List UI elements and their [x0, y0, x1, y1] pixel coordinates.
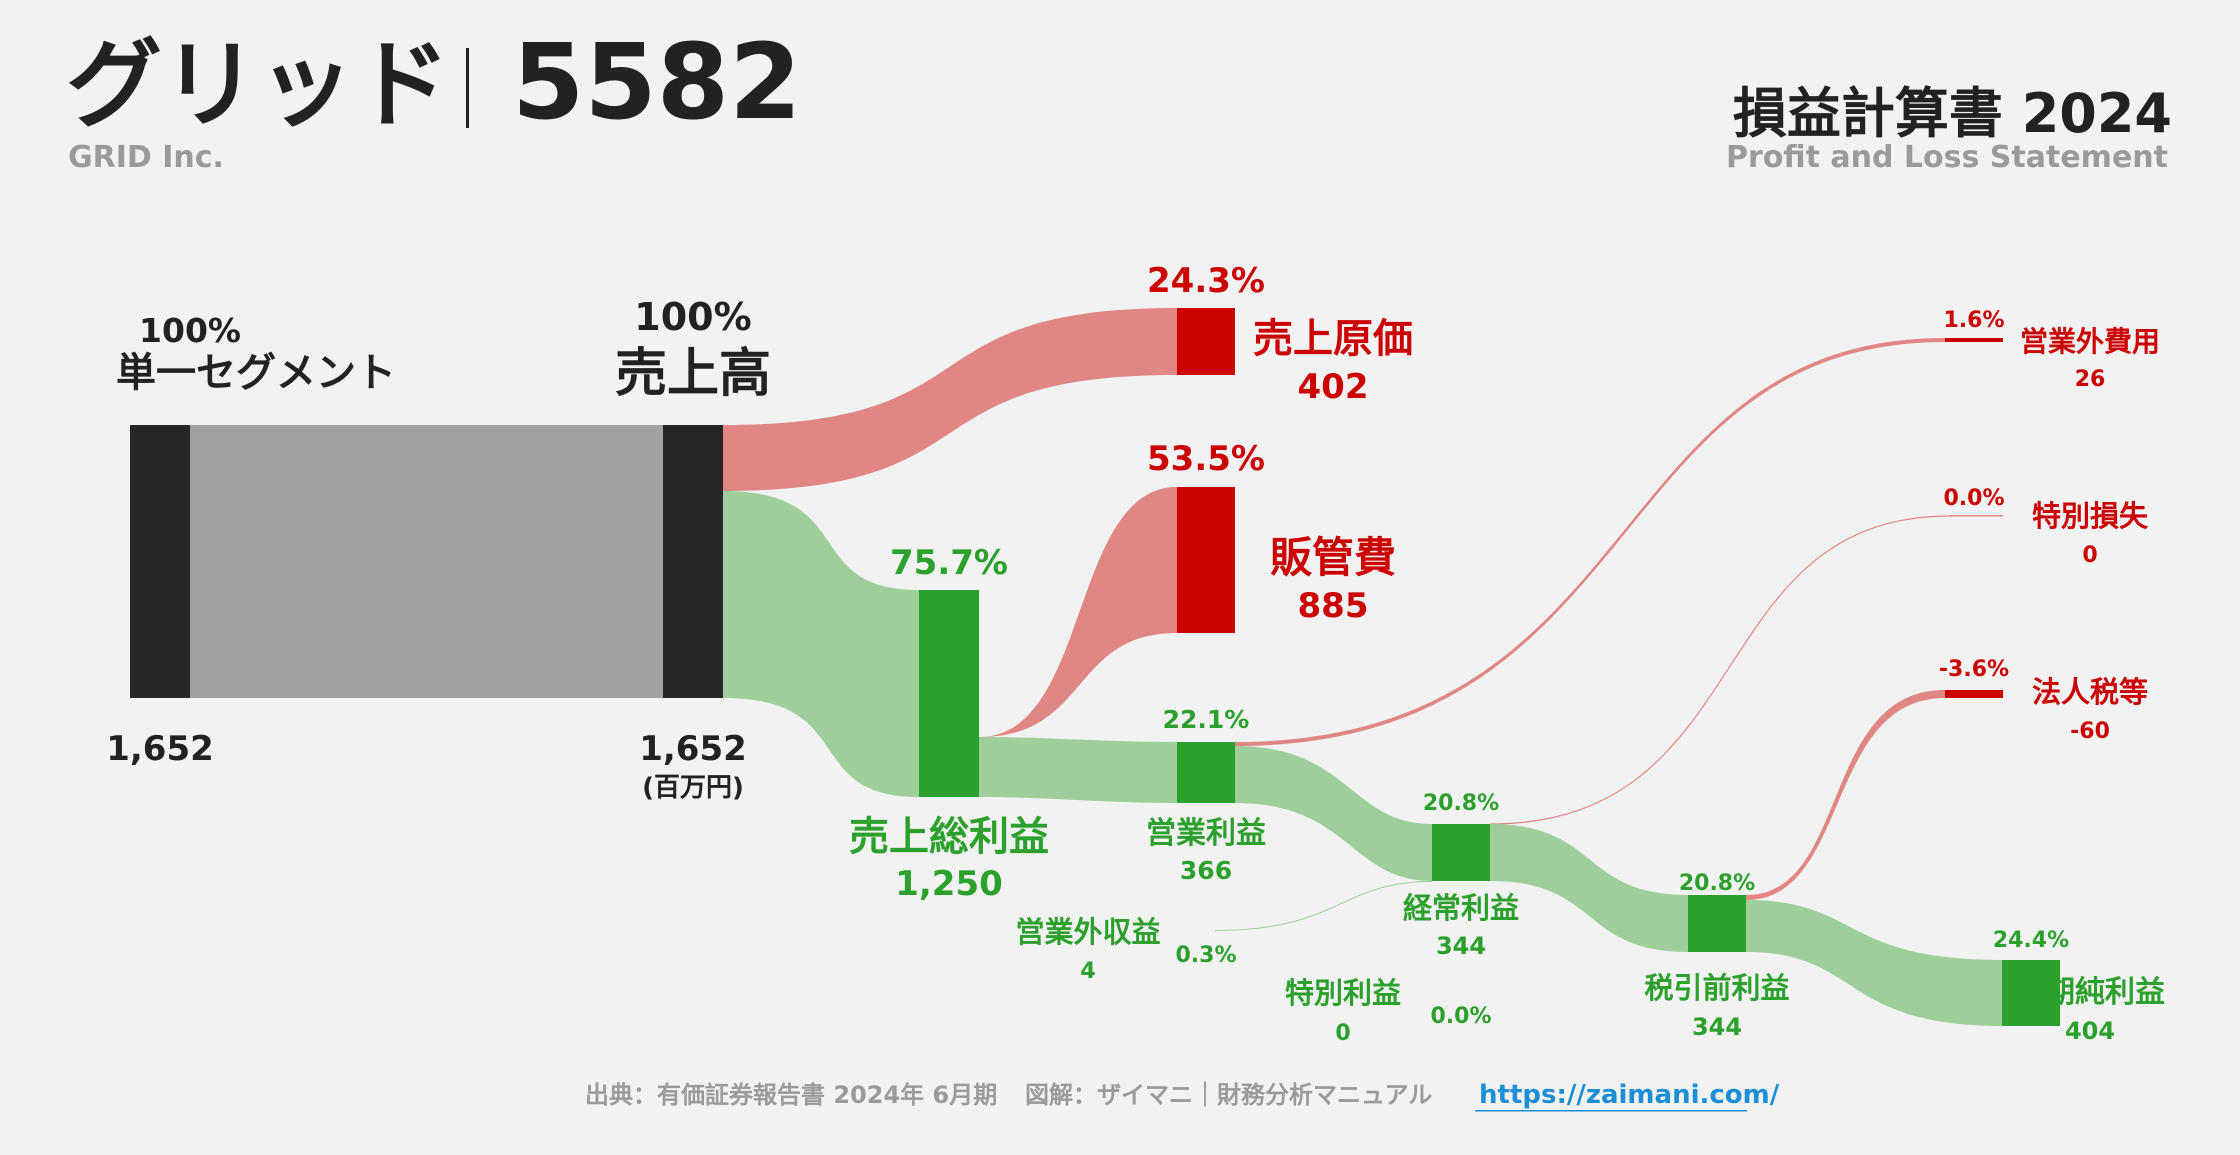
nonop-exp-pct: 1.6% [1943, 308, 2004, 333]
revenue-pct: 100% [634, 295, 751, 339]
footer-link-underline [1475, 1110, 1747, 1112]
flow-ordinary-ext-loss [1489, 515, 1951, 825]
flow-revenue-cogs [723, 308, 1177, 491]
ordinary-label: 経常利益 [1403, 891, 1519, 925]
net-value: 404 [2065, 1017, 2115, 1045]
tax-pct: -3.6% [1939, 657, 2009, 682]
ordinary-pct: 20.8% [1423, 791, 1499, 816]
ext-loss-pct: 0.0% [1943, 486, 2004, 511]
node-revenue [663, 425, 723, 698]
revenue-value: 1,652 [639, 729, 747, 769]
flow-gross-sga [979, 487, 1177, 737]
company-name-en: GRID Inc. [68, 140, 224, 175]
statement-title: 損益計算書 2024 [1733, 82, 2172, 145]
tax-value: -60 [2070, 719, 2110, 744]
cogs-label: 売上原価 [1253, 316, 1413, 362]
ext-loss-value: 0 [2082, 543, 2097, 568]
node-cogs [1177, 308, 1235, 375]
nonop-inc-value: 4 [1080, 959, 1095, 984]
node-pretax [1688, 895, 1746, 952]
ext-loss-label: 特別損失 [2032, 499, 2149, 533]
tax-label: 法人税等 [2032, 675, 2148, 709]
gross-pct: 75.7% [890, 543, 1008, 583]
node-nonop-exp [1945, 338, 2003, 342]
gross-value: 1,250 [895, 864, 1003, 904]
node-layer [130, 308, 2060, 1026]
nonop-inc-label: 営業外収益 [1015, 915, 1160, 949]
flow-gross-op [979, 737, 1177, 803]
revenue-label: 売上高 [615, 344, 771, 404]
sga-label: 販管費 [1270, 533, 1396, 582]
label-layer: 100% 単一セグメント 1,652 100% 売上高 1,652 (百万円) … [106, 261, 2165, 1046]
net-pct: 24.4% [1993, 928, 2069, 953]
unit-label: (百万円) [642, 773, 744, 803]
stock-code: 5582 [512, 21, 801, 143]
segment-pct: 100% [139, 311, 241, 350]
ordinary-value: 344 [1436, 932, 1486, 960]
flow-nonop-inc-ordinary [1215, 881, 1432, 931]
flow-segment-revenue [190, 425, 663, 698]
statement-title-en: Profit and Loss Statement [1726, 140, 2168, 175]
node-segment [130, 425, 190, 698]
segment-label: 単一セグメント [116, 350, 396, 396]
op-label: 営業利益 [1146, 816, 1266, 851]
pretax-pct: 20.8% [1679, 871, 1755, 896]
nonop-exp-label: 営業外費用 [2020, 325, 2160, 358]
nonop-inc-pct: 0.3% [1175, 943, 1236, 968]
net-label: 当期純利益 [2015, 975, 2165, 1010]
company-name: グリッド [66, 29, 450, 141]
op-value: 366 [1180, 856, 1232, 885]
footer-credit: 図解：ザイマニ｜財務分析マニュアル [1025, 1081, 1432, 1109]
cogs-value: 402 [1298, 367, 1369, 407]
node-tax [1945, 690, 2003, 698]
node-sga [1177, 487, 1235, 633]
ext-gain-value: 0 [1335, 1021, 1350, 1046]
segment-value: 1,652 [106, 729, 214, 769]
ext-gain-label: 特別利益 [1285, 976, 1401, 1010]
node-net [2002, 960, 2060, 1026]
flow-pretax-net [1746, 900, 2002, 1026]
nonop-exp-value: 26 [2075, 367, 2106, 392]
sga-value: 885 [1298, 586, 1369, 626]
footer-source: 出典：有価証券報告書 2024年 6月期 [585, 1081, 997, 1109]
node-ext-loss [1950, 515, 2003, 517]
footer-link[interactable]: https://zaimani.com/ [1479, 1080, 1780, 1110]
node-op [1177, 742, 1235, 803]
title-divider [466, 48, 469, 128]
pretax-label: 税引前利益 [1644, 971, 1789, 1005]
node-ordinary [1432, 824, 1490, 881]
flow-pretax-tax [1746, 690, 1945, 900]
op-pct: 22.1% [1163, 705, 1250, 734]
flow-op-ordinary [1235, 746, 1432, 881]
flow-revenue-gross [723, 491, 919, 797]
gross-label: 売上総利益 [849, 814, 1049, 860]
flow-layer [190, 308, 2002, 1026]
node-gross [919, 590, 979, 797]
flow-ordinary-pretax [1490, 824, 1688, 952]
cogs-pct: 24.3% [1147, 261, 1265, 301]
pretax-value: 344 [1692, 1013, 1742, 1041]
ext-gain-pct: 0.0% [1430, 1004, 1491, 1029]
sga-pct: 53.5% [1147, 439, 1265, 479]
